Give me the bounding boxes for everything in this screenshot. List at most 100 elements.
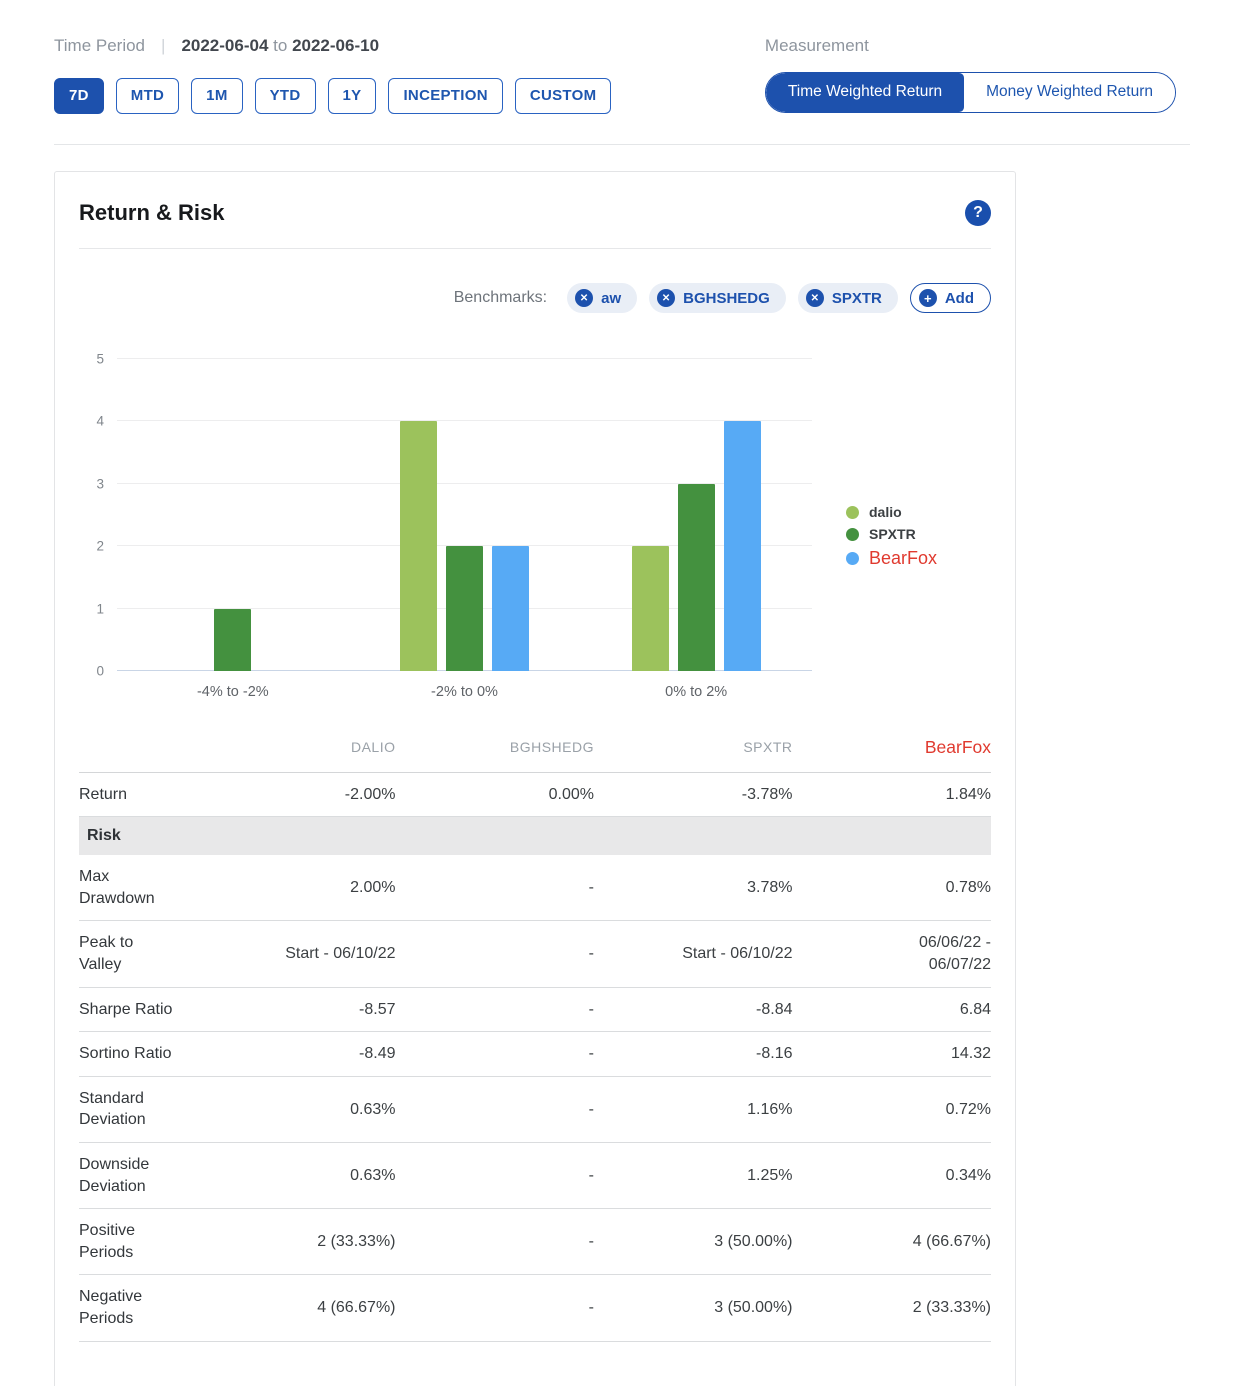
table-cell: 0.63%	[350, 1100, 396, 1118]
bar-dalio[interactable]	[400, 421, 437, 671]
benchmark-chip-label: aw	[601, 289, 622, 307]
table-cell: 2 (33.33%)	[912, 1299, 991, 1317]
table-row: Sortino Ratio -8.49 - -8.16 14.32	[79, 1032, 991, 1077]
table-cell: -3.78%	[741, 785, 793, 803]
table-row: Negative Periods 4 (66.67%) - 3 (50.00%) 2 (…	[79, 1275, 991, 1342]
bar-bearfox[interactable]	[492, 546, 529, 671]
date-to-word: to	[273, 36, 288, 55]
gridline	[117, 482, 812, 484]
table-row: Max Drawdown 2.00% - 3.78% 0.78%	[79, 855, 991, 922]
table-cell: -	[588, 1045, 594, 1063]
measurement-section: Measurement Time Weighted Return Money W…	[764, 36, 1190, 114]
table-cell: 1.84%	[945, 785, 991, 803]
bar-dalio[interactable]	[631, 546, 669, 671]
bar-group	[349, 359, 581, 671]
bar-spxtr[interactable]	[446, 546, 483, 671]
remove-benchmark-icon[interactable]: ✕	[575, 289, 594, 307]
table-cell: -8.16	[756, 1045, 793, 1063]
card-title-divider	[79, 248, 991, 249]
table-row: Sharpe Ratio -8.57 - -8.84 6.84	[79, 988, 991, 1033]
table-header-row: DALIO BGHSHEDG SPXTR BearFox	[79, 730, 991, 773]
header-divider	[54, 144, 1190, 145]
x-axis-labels: -4% to -2% -2% to 0% 0% to 2%	[117, 684, 812, 700]
remove-benchmark-icon[interactable]: ✕	[805, 289, 824, 307]
time-period-label: Time Period	[54, 36, 146, 55]
table-cell: -2.00%	[344, 785, 396, 803]
legend-item-bearfox[interactable]: BearFox	[846, 548, 937, 569]
legend-label: SPXTR	[869, 526, 916, 542]
toggle-time-weighted-return[interactable]: Time Weighted Return	[765, 73, 965, 112]
table-row: Downside Deviation 0.63% - 1.25% 0.34%	[79, 1143, 991, 1210]
row-label: Standard Deviation	[79, 1089, 146, 1129]
row-label: Peak to Valley	[79, 934, 134, 973]
toggle-money-weighted-return[interactable]: Money Weighted Return	[964, 73, 1175, 112]
table-cell: -8.57	[359, 1000, 396, 1018]
help-icon[interactable]: ?	[965, 200, 991, 226]
remove-benchmark-icon[interactable]: ✕	[657, 289, 676, 307]
bar-groups	[117, 359, 812, 671]
legend-dot	[846, 552, 859, 565]
table-cell: 0.78%	[945, 879, 991, 897]
y-axis-tick: 3	[96, 476, 104, 492]
gridline	[117, 545, 812, 547]
table-cell: 0.34%	[945, 1166, 991, 1184]
table-cell: 1.16%	[747, 1100, 793, 1118]
date-end: 2022-06-10	[292, 36, 380, 55]
table-cell: 3 (50.00%)	[714, 1232, 793, 1250]
benchmark-chip-spxtr[interactable]: ✕ SPXTR	[797, 283, 898, 313]
bar-group	[580, 359, 812, 671]
date-range: 2022-06-04 to 2022-06-10	[181, 36, 379, 56]
returns-histogram: 0 1 2 3 4 5 -4% to -2% -2% to 0% 0% to 2% dalio…	[79, 352, 991, 701]
legend-item-spxtr[interactable]: SPXTR	[846, 526, 937, 542]
period-button-1y[interactable]: 1Y	[327, 78, 377, 114]
table-row: Positive Periods 2 (33.33%) - 3 (50.00%) 4 (…	[79, 1209, 991, 1276]
row-label: Negative Periods	[79, 1288, 143, 1327]
table-row: Peak to Valley Start - 06/10/22 - Start - 0…	[79, 921, 991, 988]
bar-spxtr[interactable]	[214, 608, 252, 671]
table-cell: 14.32	[950, 1045, 991, 1063]
time-period-section: Time Period | 2022-06-04 to 2022-06-10 7…	[54, 36, 612, 114]
measurement-toggle: Time Weighted Return Money Weighted Retu…	[764, 72, 1176, 113]
benchmark-chip-bghshedg[interactable]: ✕ BGHSHEDG	[649, 283, 786, 313]
chart-legend: dalio SPXTR BearFox	[846, 498, 937, 575]
period-buttons: 7D MTD 1M YTD 1Y INCEPTION CUSTOM	[54, 78, 612, 114]
row-label: Downside Deviation	[79, 1155, 150, 1195]
card-header: Return & Risk ?	[79, 172, 991, 226]
legend-dot	[846, 527, 859, 541]
table-cell: -	[588, 879, 594, 897]
table-cell: 0.72%	[945, 1100, 991, 1118]
table-cell: -8.49	[359, 1045, 396, 1063]
row-label: Return	[79, 785, 128, 803]
period-button-custom[interactable]: CUSTOM	[514, 78, 612, 114]
table-section-risk: Risk	[79, 817, 991, 856]
period-button-1m[interactable]: 1M	[191, 78, 243, 114]
table-cell: 6.84	[959, 1000, 991, 1018]
period-button-mtd[interactable]: MTD	[115, 78, 180, 114]
benchmarks-label: Benchmarks:	[453, 289, 548, 306]
table-cell: Start - 06/10/22	[285, 945, 396, 963]
period-button-7d[interactable]: 7D	[54, 78, 104, 114]
bar-bearfox[interactable]	[723, 421, 761, 671]
benchmarks-row: Benchmarks: ✕ aw ✕ BGHSHEDG ✕ SPXTR + Ad…	[79, 283, 991, 313]
bar-group	[117, 359, 349, 671]
date-start: 2022-06-04	[181, 36, 269, 55]
period-button-ytd[interactable]: YTD	[254, 78, 316, 114]
add-benchmark-button[interactable]: + Add	[909, 283, 991, 313]
benchmark-chip-label: SPXTR	[831, 289, 882, 307]
table-cell: -	[588, 1000, 594, 1018]
gridline	[117, 358, 812, 359]
bar-spxtr[interactable]	[677, 483, 715, 671]
benchmark-chip-aw[interactable]: ✕ aw	[567, 283, 638, 313]
table-cell: -8.84	[756, 1000, 793, 1018]
legend-item-dalio[interactable]: dalio	[846, 504, 937, 520]
gridline	[117, 420, 812, 422]
table-cell: 3 (50.00%)	[714, 1299, 793, 1317]
period-button-inception[interactable]: INCEPTION	[388, 78, 503, 114]
row-label: Positive Periods	[79, 1222, 136, 1261]
chart-grid: 0 1 2 3 4 5	[96, 352, 812, 679]
y-axis-tick: 0	[96, 663, 104, 679]
legend-label: dalio	[869, 504, 902, 520]
table-cell: -	[588, 1166, 594, 1184]
divider-pipe: |	[161, 36, 166, 55]
